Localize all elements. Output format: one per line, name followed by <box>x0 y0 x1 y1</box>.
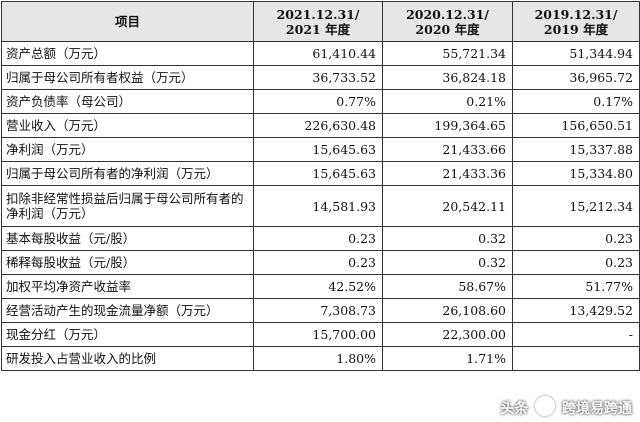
row-label: 稀释每股收益（元/股） <box>1 250 254 275</box>
cell-value-2021: 15,645.63 <box>253 137 383 162</box>
cell-value-2019: 0.23 <box>512 250 640 275</box>
cell-value-2020: 0.32 <box>382 226 513 251</box>
cell-value-2021: 15,645.63 <box>253 161 383 186</box>
cell-value-2021: 0.23 <box>253 226 383 251</box>
watermark-logo-icon <box>535 396 556 416</box>
header-period-line1: 2021.12.31/ <box>276 6 360 22</box>
cell-value-2020: 21,433.66 <box>382 137 513 162</box>
cell-value-2021: 15,700.00 <box>253 322 383 347</box>
table-row: 经营活动产生的现金流量净额（万元） 7,308.73 26,108.60 13,429… <box>1 298 640 323</box>
row-label: 净利润（万元） <box>1 137 254 162</box>
row-label: 基本每股收益（元/股） <box>1 226 254 251</box>
cell-value-2021: 42.52% <box>253 274 383 299</box>
cell-value-2019: 0.23 <box>512 226 640 251</box>
table-row: 现金分红（万元） 15,700.00 22,300.00- <box>1 322 640 347</box>
row-label: 归属于母公司所有者权益（万元） <box>1 65 254 90</box>
row-label: 现金分红（万元） <box>1 322 254 347</box>
table-row: 加权平均净资产收益率 42.52% 58.67% 51.77% <box>1 274 640 299</box>
cell-value-2020: 1.71% <box>382 346 513 371</box>
cell-value-2020: 0.21% <box>382 89 513 114</box>
table-header-row: 项目 2021.12.31/ 2021 年度 2020.12.31/ 2020 … <box>1 1 640 42</box>
row-label: 经营活动产生的现金流量净额（万元） <box>1 298 254 323</box>
cell-value-2020: 199,364.65 <box>382 113 513 138</box>
cell-value-2019: 36,965.72 <box>512 65 640 90</box>
cell-value-2020: 22,300.00 <box>382 322 513 347</box>
header-period-2019: 2019.12.31/ 2019 年度 <box>512 1 640 42</box>
table-row: 归属于母公司所有者权益（万元） 36,733.52 36,824.18 36,965.… <box>1 65 640 90</box>
header-period-line2: 2019 年度 <box>543 21 609 37</box>
row-label: 营业收入（万元） <box>1 113 254 138</box>
header-item: 项目 <box>1 1 254 42</box>
row-label: 资产总额（万元） <box>1 41 254 66</box>
table-row: 归属于母公司所有者的净利润（万元） 15,645.63 21,433.36 15,33… <box>1 161 640 186</box>
cell-value-2021: 1.80% <box>253 346 383 371</box>
cell-value-2019: 0.17% <box>512 89 640 114</box>
cell-value-2019: 156,650.51 <box>512 113 640 138</box>
cell-value-2021: 61,410.44 <box>253 41 383 66</box>
table-row: 扣除非经常性损益后归属于母公司所有者的净利润（万元） 14,581.93 20,54… <box>1 185 640 227</box>
header-period-line1: 2019.12.31/ <box>534 6 618 22</box>
cell-value-2020: 0.32 <box>382 250 513 275</box>
cell-value-2019: 15,337.88 <box>512 137 640 162</box>
row-label: 扣除非经常性损益后归属于母公司所有者的净利润（万元） <box>1 185 254 227</box>
table-body: 资产总额（万元） 61,410.44 55,721.34 51,344.94 归属于母公… <box>1 41 640 371</box>
cell-value-2021: 0.77% <box>253 89 383 114</box>
cell-value-2021: 36,733.52 <box>253 65 383 90</box>
cell-value-2019: - <box>512 322 640 347</box>
cell-value-2019: 15,212.34 <box>512 185 640 227</box>
table-row: 资产总额（万元） 61,410.44 55,721.34 51,344.94 <box>1 41 640 66</box>
table-row: 营业收入（万元） 226,630.48 199,364.65 156,650.51 <box>1 113 640 138</box>
cell-value-2021: 226,630.48 <box>253 113 383 138</box>
cell-value-2019: 15,334.80 <box>512 161 640 186</box>
table-row: 资产负债率（母公司） 0.77% 0.21% 0.17% <box>1 89 640 114</box>
watermark-account: 跨境易跨通 <box>562 401 632 417</box>
cell-value-2020: 21,433.36 <box>382 161 513 186</box>
table-row: 净利润（万元） 15,645.63 21,433.66 15,337.88 <box>1 137 640 162</box>
cell-value-2019: 51,344.94 <box>512 41 640 66</box>
row-label: 加权平均净资产收益率 <box>1 274 254 299</box>
cell-value-2020: 36,824.18 <box>382 65 513 90</box>
header-period-2021: 2021.12.31/ 2021 年度 <box>253 1 383 42</box>
cell-value-2019: 51.77% <box>512 274 640 299</box>
header-period-line2: 2021 年度 <box>285 21 351 37</box>
header-period-line1: 2020.12.31/ <box>406 6 489 22</box>
watermark-prefix: 头条 <box>500 401 529 417</box>
header-period-2020: 2020.12.31/ 2020 年度 <box>382 1 513 42</box>
table-row: 基本每股收益（元/股） 0.23 0.32 0.23 <box>1 226 640 251</box>
row-label: 研发投入占营业收入的比例 <box>1 346 254 371</box>
cell-value-2021: 0.23 <box>253 250 383 275</box>
cell-value-2021: 14,581.93 <box>253 185 383 227</box>
header-period-line2: 2020 年度 <box>415 21 480 37</box>
row-label: 归属于母公司所有者的净利润（万元） <box>1 161 254 186</box>
table-row: 稀释每股收益（元/股） 0.23 0.32 0.23 <box>1 250 640 275</box>
table-row: 研发投入占营业收入的比例 1.80% 1.71% <box>1 346 640 371</box>
row-label: 资产负债率（母公司） <box>1 89 254 114</box>
cell-value-2020: 58.67% <box>382 274 513 299</box>
watermark: 头条 跨境易跨通 <box>500 396 632 418</box>
cell-value-2020: 55,721.34 <box>382 41 513 66</box>
cell-value-2019: 13,429.52 <box>512 298 640 323</box>
cell-value-2021: 7,308.73 <box>253 298 383 323</box>
cell-value-2019 <box>512 346 640 371</box>
financial-summary-table: 项目 2021.12.31/ 2021 年度 2020.12.31/ 2020 … <box>1 1 640 371</box>
cell-value-2020: 20,542.11 <box>382 185 513 227</box>
cell-value-2020: 26,108.60 <box>382 298 513 323</box>
